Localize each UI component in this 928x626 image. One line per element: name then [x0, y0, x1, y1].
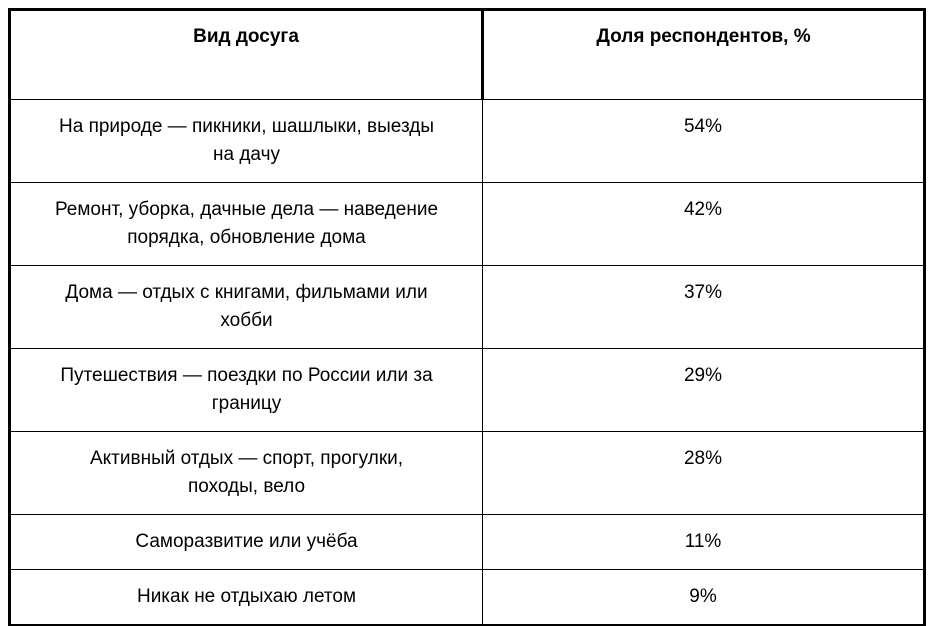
activity-cell: Активный отдых — спорт, прогулки, походы…: [9, 431, 483, 515]
activity-cell: Ремонт, уборка, дачные дела — наведение …: [9, 182, 483, 266]
table-row: Дома — отдых с книгами, фильмами или хоб…: [9, 265, 925, 349]
share-cell: 11%: [482, 514, 925, 570]
header-row: Вид досуга Доля респондентов, %: [9, 9, 925, 100]
table-body: На природе — пикники, шашлыки, выезды на…: [9, 99, 925, 626]
activity-cell: Дома — отдых с книгами, фильмами или хоб…: [9, 265, 483, 349]
leisure-survey-table: Вид досуга Доля респондентов, % На приро…: [8, 8, 926, 626]
activity-cell: Саморазвитие или учёба: [9, 514, 483, 570]
activity-cell: На природе — пикники, шашлыки, выезды на…: [9, 99, 483, 183]
column-header-share: Доля респондентов, %: [481, 9, 925, 100]
table-row: Активный отдых — спорт, прогулки, походы…: [9, 431, 925, 515]
column-header-activity: Вид досуга: [9, 9, 483, 100]
activity-cell: Путешествия — поездки по России или за г…: [9, 348, 483, 432]
table-row: Саморазвитие или учёба 11%: [9, 514, 925, 570]
table-row: На природе — пикники, шашлыки, выезды на…: [9, 99, 925, 183]
share-cell: 29%: [482, 348, 925, 432]
share-cell: 28%: [482, 431, 925, 515]
share-cell: 42%: [482, 182, 925, 266]
share-cell: 9%: [482, 569, 925, 626]
table-row: Никак не отдыхаю летом 9%: [9, 569, 925, 626]
share-cell: 37%: [482, 265, 925, 349]
table-row: Ремонт, уборка, дачные дела — наведение …: [9, 182, 925, 266]
share-cell: 54%: [482, 99, 925, 183]
activity-cell: Никак не отдыхаю летом: [9, 569, 483, 626]
table-row: Путешествия — поездки по России или за г…: [9, 348, 925, 432]
